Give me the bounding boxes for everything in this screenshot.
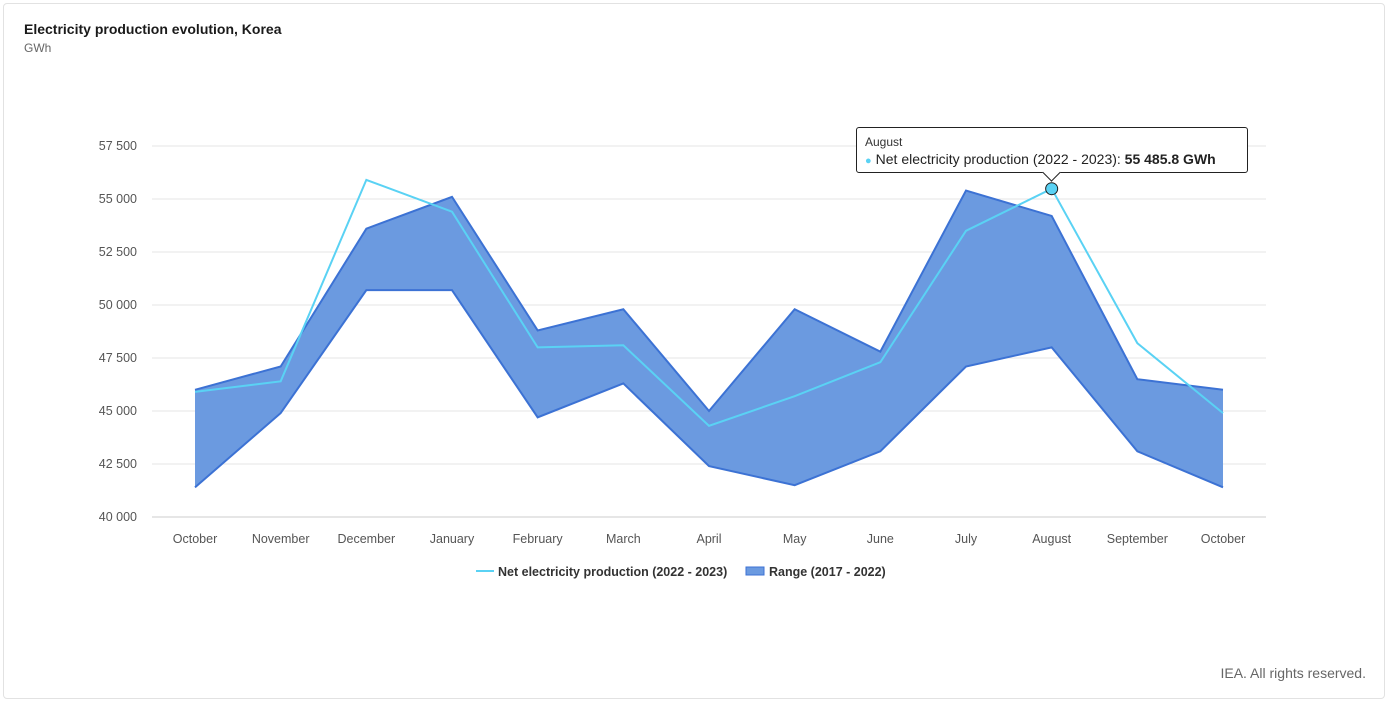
y-tick-label: 57 500 xyxy=(99,139,137,153)
tooltip-series-label: Net electricity production (2022 - 2023)… xyxy=(875,151,1125,167)
production-series[interactable] xyxy=(194,178,1224,427)
x-tick-label: April xyxy=(696,532,721,546)
x-tick-label: June xyxy=(867,532,894,546)
y-axis: 40 000 42 500 45 000 47 500 50 000 52 500 55 0… xyxy=(99,139,137,524)
tooltip: August ● Net electricity production (2022… xyxy=(856,127,1248,182)
hover-marker[interactable] xyxy=(1045,182,1059,196)
range-low-line xyxy=(194,289,1224,489)
legend-range-swatch xyxy=(745,566,765,576)
tooltip-value: 55 485.8 GWh xyxy=(1124,151,1216,167)
x-tick-label: October xyxy=(173,532,217,546)
x-axis: October November December January February Ma… xyxy=(173,532,1245,546)
range-area[interactable] xyxy=(195,190,1223,488)
tooltip-header: August xyxy=(865,135,903,149)
y-tick-label: 45 000 xyxy=(99,404,137,418)
legend: Net electricity production (2022 - 2023)… xyxy=(476,565,886,579)
y-tick-label: 42 500 xyxy=(99,457,137,471)
y-tick-label: 40 000 xyxy=(99,510,137,524)
y-tick-label: 50 000 xyxy=(99,298,137,312)
x-tick-label: February xyxy=(513,532,564,546)
x-tick-label: September xyxy=(1107,532,1168,546)
x-tick-label: March xyxy=(606,532,641,546)
x-tick-label: November xyxy=(252,532,310,546)
range-series[interactable] xyxy=(194,189,1224,489)
x-tick-label: December xyxy=(337,532,395,546)
x-tick-label: January xyxy=(430,532,475,546)
range-high-line xyxy=(194,189,1224,413)
x-tick-label: May xyxy=(783,532,807,546)
x-tick-label: October xyxy=(1201,532,1245,546)
legend-item-range[interactable]: Range (2017 - 2022) xyxy=(769,565,886,579)
chart-card xyxy=(3,3,1385,699)
x-tick-label: August xyxy=(1032,532,1071,546)
tooltip-dot-icon: ● xyxy=(865,155,872,167)
y-tick-label: 52 500 xyxy=(99,245,137,259)
chart-subtitle: GWh xyxy=(24,41,52,55)
chart-title: Electricity production evolution, Korea xyxy=(24,21,282,37)
credits[interactable]: IEA. All rights reserved. xyxy=(1220,665,1366,681)
legend-item-production[interactable]: Net electricity production (2022 - 2023) xyxy=(498,565,727,579)
tooltip-line: ● Net electricity production (2022 - 2023… xyxy=(865,151,1216,167)
y-tick-label: 47 500 xyxy=(99,351,137,365)
x-tick-label: July xyxy=(955,532,978,546)
y-tick-label: 55 000 xyxy=(99,192,137,206)
